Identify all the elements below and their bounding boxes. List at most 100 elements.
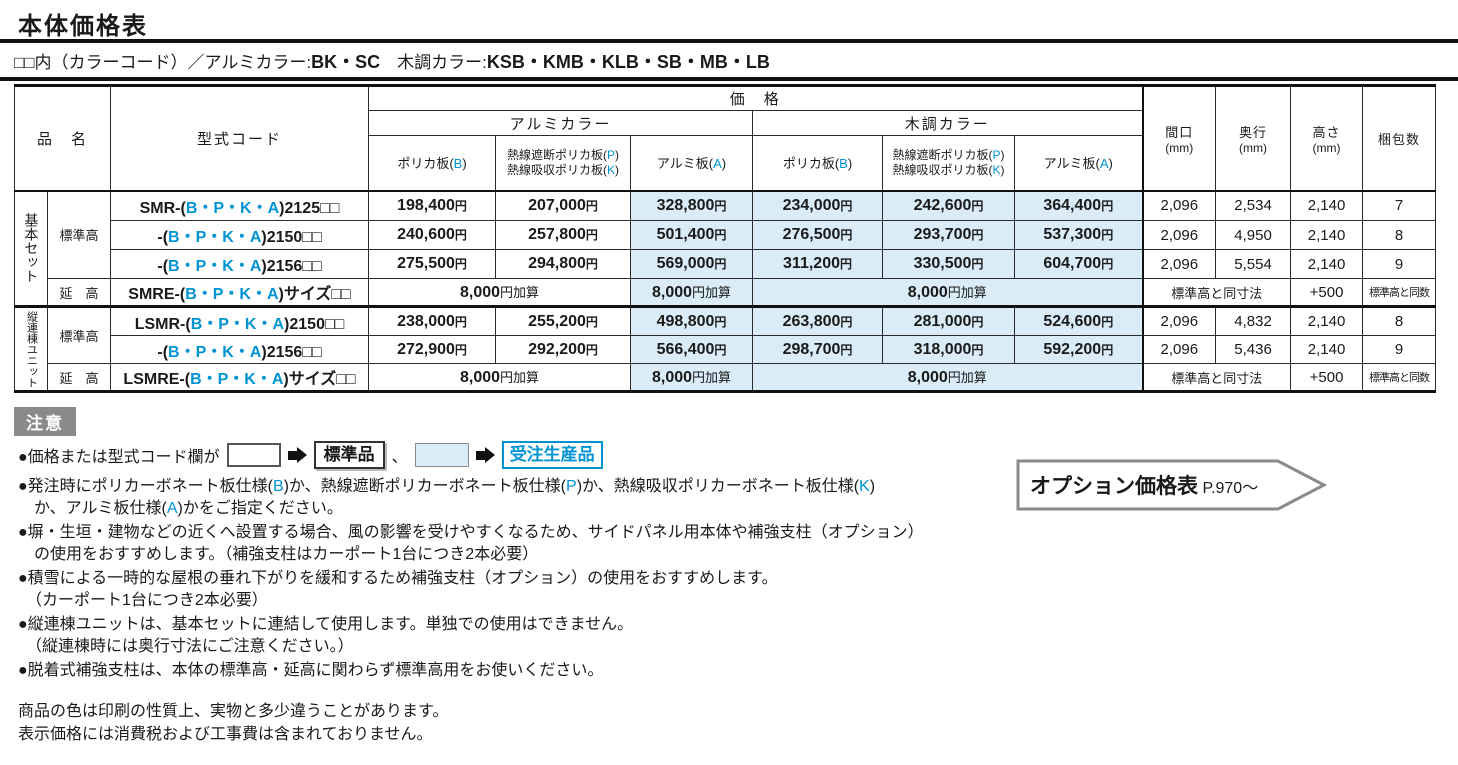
- price-cell: 294,800円: [495, 249, 632, 279]
- price-cell-order: 276,500円: [752, 220, 884, 250]
- paren: ): [1000, 148, 1005, 163]
- panel-name: 熱線吸収ポリカ板(: [892, 162, 993, 177]
- header-depth: 奥行 (mm): [1215, 85, 1292, 192]
- panel-name: ポリカ板(: [397, 156, 454, 172]
- price-cell: 272,900円: [368, 335, 497, 364]
- code-p: P: [992, 148, 1001, 163]
- code-p: P: [607, 148, 616, 163]
- header-alumi-panel-wood: アルミ板(A): [1014, 135, 1144, 192]
- same-packs-cell: 標準高と同数: [1362, 278, 1437, 308]
- price-cell-order: 293,700円: [882, 220, 1016, 250]
- model-code-cell: -(B・P・K・A)2156□□: [110, 335, 370, 364]
- standard-box-swatch: [226, 443, 281, 467]
- callout-arrow-shape: [1016, 459, 1328, 511]
- paren: ): [721, 156, 727, 172]
- price-cell-order: 311,200円: [752, 249, 884, 279]
- notice-bullet-snow: ●積雪による一時的な屋根の垂れ下がりを緩和するため補強支柱（オプション）の使用を…: [18, 570, 778, 609]
- paren: ): [1108, 156, 1113, 172]
- option-price-link[interactable]: オプション価格表 P.970～: [1016, 459, 1328, 511]
- model-code-cell: SMR-(B・P・K・A)2125□□: [110, 190, 370, 221]
- header-height-label: 高さ: [1312, 124, 1341, 140]
- header-height: 高さ (mm): [1290, 85, 1364, 192]
- same-dims-cell: 標準高と同寸法: [1141, 278, 1292, 308]
- depth-cell: 4,950: [1215, 220, 1292, 250]
- group-label-basic-set: 基本セット: [14, 190, 48, 308]
- surcharge-cell: 8,000円加算: [368, 363, 632, 392]
- height-add-cell: +500: [1290, 278, 1364, 308]
- panel-name: 熱線遮断ポリカ板(: [892, 148, 993, 163]
- code-b: B: [839, 156, 848, 172]
- wood-color-codes: KSB・KMB・KLB・SB・MB・LB: [486, 52, 770, 72]
- header-poly-panel-alumi: ポリカ板(B): [368, 135, 497, 192]
- header-product-name: 品 名: [13, 85, 112, 192]
- header-height-unit: (mm): [1312, 140, 1341, 155]
- depth-cell: 5,554: [1215, 249, 1292, 279]
- price-cell: 198,400円: [368, 190, 497, 221]
- height-label-extended: 延 高: [46, 278, 112, 308]
- model-code-cell: -(B・P・K・A)2150□□: [110, 220, 370, 250]
- surcharge-cell: 8,000円加算: [368, 278, 632, 308]
- height-cell: 2,140: [1290, 249, 1364, 279]
- code-a: A: [713, 156, 722, 172]
- depth-cell: 5,436: [1215, 335, 1292, 364]
- model-code-cell: SMRE-(B・P・K・A)サイズ□□: [110, 278, 370, 308]
- same-dims-cell: 標準高と同寸法: [1141, 363, 1292, 392]
- panel-name: アルミ板(: [656, 156, 714, 172]
- notice-bullet-wind: ●塀・生垣・建物などの近くへ設置する場合、風の影響を受けやすくなるため、サイドパ…: [18, 524, 924, 563]
- notice-bullet-vertical-unit: ●縦連棟ユニットは、基本セットに連結して使用します。単独での使用はできません。 …: [18, 616, 634, 655]
- height-label-standard: 標準高: [46, 306, 112, 364]
- header-depth-unit: (mm): [1239, 140, 1268, 155]
- table-row: -(B・P・K・A)2156□□ 275,500円 294,800円 569,0…: [15, 249, 1437, 279]
- price-cell-order: 298,700円: [752, 335, 884, 364]
- notice-bullet-order-spec: ●発注時にポリカーボネート板仕様(B)か、熱線遮断ポリカーボネート板仕様(P)か…: [18, 478, 876, 517]
- made-to-order-tag: 受注生産品: [501, 441, 603, 469]
- width-cell: 2,096: [1141, 190, 1217, 221]
- alumi-color-codes: BK・SC: [311, 52, 381, 72]
- price-cell: 257,800円: [495, 220, 632, 250]
- price-cell-order: 501,400円: [630, 220, 754, 250]
- height-label-standard: 標準高: [46, 190, 112, 279]
- notice-legend-text: ●価格または型式コード欄が: [18, 449, 220, 466]
- table-row: 縦連棟ユニット 標準高 LSMR-(B・P・K・A)2150□□ 238,000…: [14, 306, 1437, 392]
- code-k: K: [607, 162, 616, 177]
- height-add-cell: +500: [1290, 363, 1364, 392]
- header-model-code: 型式コード: [110, 85, 370, 192]
- color-code-legend: □□内（カラーコード）／アルミカラー:BK・SC 木調カラー:KSB・KMB・K…: [14, 48, 770, 74]
- footer-note-tax: 表示価格には消費税および工事費は含まれておりません。: [18, 726, 433, 743]
- paren: ): [847, 156, 853, 172]
- header-width: 間口 (mm): [1141, 85, 1217, 192]
- comma: 、: [391, 449, 408, 466]
- header-width-label: 間口: [1165, 124, 1194, 140]
- packages-cell: 9: [1362, 249, 1437, 279]
- legend-rule: [0, 77, 1458, 81]
- panel-name: アルミ板(: [1043, 156, 1100, 172]
- order-box-swatch: [414, 443, 469, 467]
- price-cell: 275,500円: [368, 249, 497, 279]
- packages-cell: 8: [1362, 306, 1437, 336]
- surcharge-cell-order: 8,000円加算: [630, 278, 754, 308]
- price-cell-order: 281,000円: [882, 306, 1016, 336]
- footer-note-color: 商品の色は印刷の性質上、実物と多少違うことがあります。: [18, 703, 449, 720]
- paren: ): [1000, 162, 1005, 177]
- table-row: -(B・P・K・A)2150□□ 240,600円 257,800円 501,4…: [15, 220, 1437, 250]
- width-cell: 2,096: [1141, 249, 1217, 279]
- legend-prefix: □□内（カラーコード）／アルミカラー:: [14, 53, 312, 72]
- header-poly-panel-wood: ポリカ板(B): [752, 135, 884, 192]
- price-cell-order: 498,800円: [630, 306, 754, 336]
- model-code-cell: LSMR-(B・P・K・A)2150□□: [110, 306, 370, 336]
- page-title: 本体価格表: [18, 13, 148, 40]
- price-cell-order: 537,300円: [1014, 220, 1144, 250]
- price-cell: 292,200円: [495, 335, 632, 364]
- table-row-extension: 延 高 SMRE-(B・P・K・A)サイズ□□ 8,000円加算 8,000円加…: [15, 278, 1437, 308]
- right-arrow-icon: [287, 447, 307, 463]
- packages-cell: 8: [1362, 220, 1437, 250]
- same-packs-cell: 標準高と同数: [1362, 363, 1437, 392]
- price-cell-order: 330,500円: [882, 249, 1016, 279]
- table-row-extension: 延 高 LSMRE-(B・P・K・A)サイズ□□ 8,000円加算 8,000円…: [15, 363, 1437, 392]
- surcharge-cell-order: 8,000円加算: [752, 363, 1144, 392]
- header-heat-panel-alumi: 熱線遮断ポリカ板(P) 熱線吸収ポリカ板(K): [495, 135, 632, 192]
- price-cell-order: 604,700円: [1014, 249, 1144, 279]
- model-code-cell: LSMRE-(B・P・K・A)サイズ□□: [110, 363, 370, 392]
- wood-color-label: 木調カラー:: [380, 53, 487, 72]
- standard-product-tag: 標準品: [313, 441, 385, 469]
